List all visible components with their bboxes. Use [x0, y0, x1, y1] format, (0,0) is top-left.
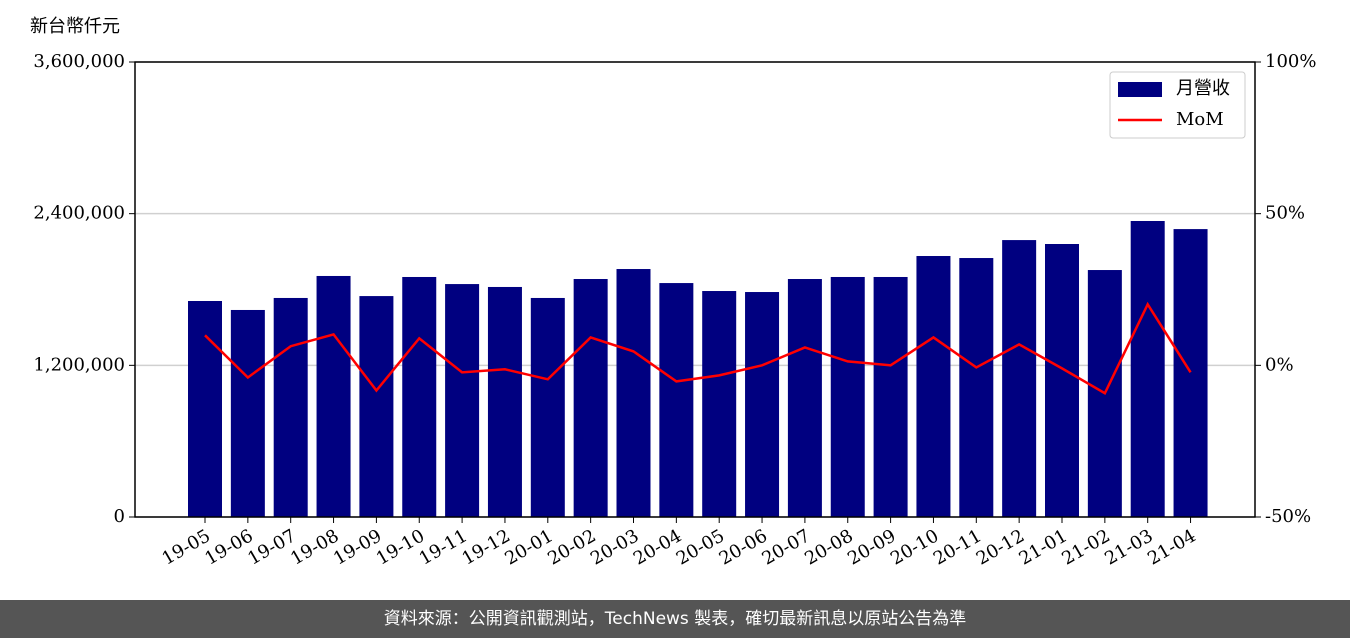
x-tick-label: 20-07: [758, 525, 813, 569]
y-tick-label: 1,200,000: [33, 354, 125, 375]
bar: [702, 291, 737, 517]
y-axis-label: 新台幣仟元: [30, 16, 120, 37]
x-tick-label: 19-11: [416, 525, 471, 569]
mom-line: [204, 301, 1192, 395]
bar: [359, 296, 394, 517]
legend-label: MoM: [1176, 109, 1224, 130]
bar: [573, 279, 608, 517]
bar: [188, 301, 222, 517]
y-tick-label: 3,600,000: [33, 51, 125, 72]
legend-swatch: [1118, 82, 1162, 97]
x-tick-label: 20-12: [973, 525, 1028, 569]
bar: [1173, 229, 1208, 517]
x-tick-label: 20-04: [630, 525, 685, 569]
x-tick-label: 20-09: [844, 525, 899, 569]
x-tick-label: 20-01: [501, 525, 556, 569]
x-tick-label: 21-01: [1016, 525, 1071, 569]
x-tick-label: 20-03: [587, 525, 642, 569]
bar: [273, 297, 308, 517]
bar: [1045, 244, 1079, 517]
x-tick-label: 21-04: [1144, 525, 1199, 569]
x-tick-label: 19-05: [159, 525, 214, 569]
bar: [530, 297, 565, 517]
x-tick-label: 19-09: [330, 525, 385, 569]
bar: [230, 309, 265, 517]
bar: [445, 284, 480, 517]
footer-bar: [0, 600, 1350, 638]
y2-tick-label: 100%: [1265, 51, 1316, 72]
bar: [316, 275, 351, 517]
x-tick-label: 20-05: [673, 525, 728, 569]
legend-label: 月營收: [1176, 78, 1230, 99]
x-tick-label: 20-11: [930, 525, 985, 569]
bar: [402, 276, 437, 517]
y2-tick-label: -50%: [1265, 506, 1311, 527]
x-tick-label: 19-10: [373, 525, 428, 569]
bar: [487, 286, 522, 517]
footer-text: 資料來源：公開資訊觀測站，TechNews 製表，確切最新訊息以原站公告為準: [384, 609, 966, 629]
y2-tick-label: 50%: [1265, 203, 1305, 224]
x-tick-label: 19-06: [201, 525, 256, 569]
x-tick-label: 19-07: [244, 525, 299, 569]
bar: [873, 276, 908, 517]
plot-frame: [134, 61, 1256, 518]
bar: [787, 279, 822, 517]
x-tick-label: 19-08: [287, 525, 342, 569]
bar: [916, 256, 951, 517]
bar: [830, 276, 865, 517]
x-tick-label: 20-08: [801, 525, 856, 569]
x-tick-label: 20-06: [716, 525, 771, 569]
y-tick-label: 2,400,000: [33, 203, 125, 224]
bar: [659, 283, 694, 517]
x-tick-label: 21-02: [1058, 525, 1113, 569]
bar: [745, 292, 780, 517]
bar: [959, 258, 994, 517]
x-tick-label: 20-10: [887, 525, 942, 569]
x-tick-label: 19-12: [459, 525, 514, 569]
bar: [616, 269, 651, 517]
x-tick-label: 21-03: [1101, 525, 1156, 569]
bar: [1002, 240, 1037, 517]
x-tick-label: 20-02: [544, 525, 599, 569]
y-tick-label: 0: [114, 506, 125, 527]
bar: [1130, 220, 1165, 517]
y2-tick-label: 0%: [1265, 354, 1294, 375]
